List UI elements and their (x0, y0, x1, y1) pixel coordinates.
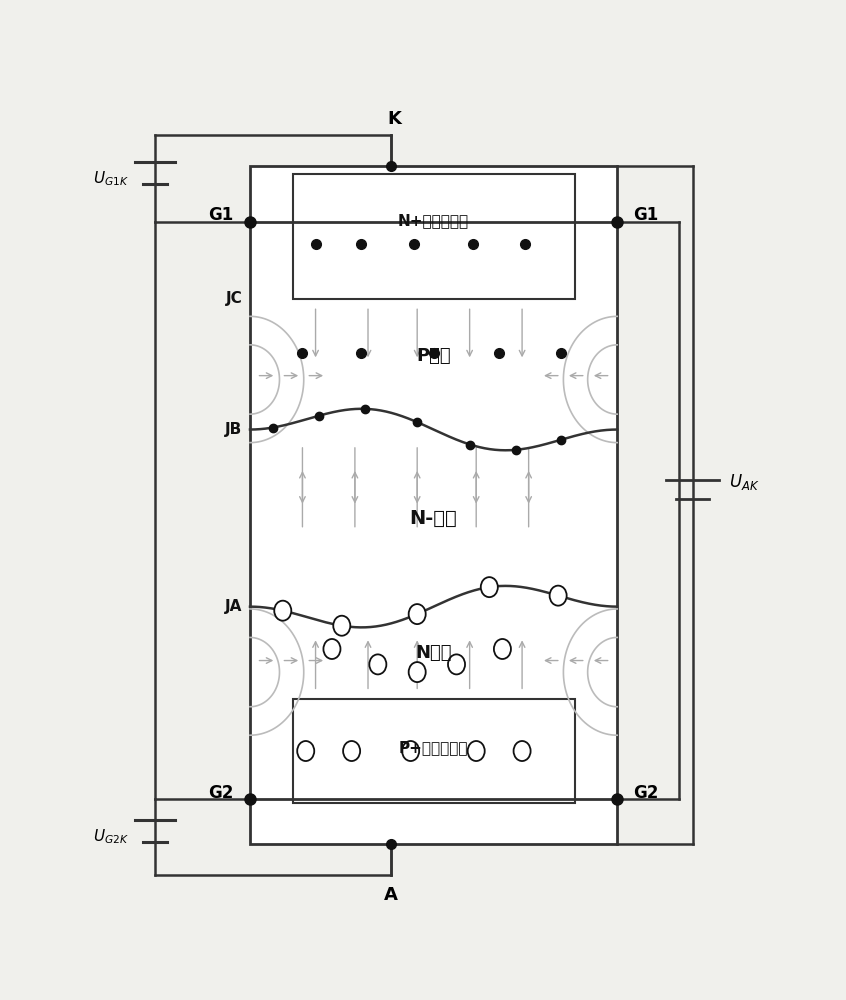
Circle shape (468, 741, 485, 761)
Circle shape (409, 604, 426, 624)
Text: $U_{G1K}$: $U_{G1K}$ (93, 169, 129, 188)
Circle shape (514, 741, 530, 761)
Text: JA: JA (225, 599, 242, 614)
Circle shape (409, 662, 426, 682)
Circle shape (481, 577, 497, 597)
Circle shape (550, 586, 567, 606)
Text: N基区: N基区 (415, 644, 452, 662)
Text: G2: G2 (208, 784, 233, 802)
Circle shape (402, 741, 419, 761)
Text: P+阳极发射区: P+阳极发射区 (398, 740, 469, 755)
Text: $U_{G2K}$: $U_{G2K}$ (93, 828, 129, 846)
Text: G1: G1 (208, 206, 233, 224)
Circle shape (494, 639, 511, 659)
Text: JB: JB (225, 422, 242, 437)
Text: G2: G2 (634, 784, 659, 802)
Text: A: A (384, 886, 398, 904)
Text: N+阴极发射区: N+阴极发射区 (398, 213, 470, 228)
Circle shape (370, 654, 387, 674)
Circle shape (297, 741, 314, 761)
Bar (250, 166, 618, 844)
Circle shape (274, 601, 291, 621)
Circle shape (343, 741, 360, 761)
Text: K: K (387, 110, 401, 128)
Bar (293, 699, 574, 803)
Circle shape (333, 616, 350, 636)
Text: JC: JC (225, 291, 242, 306)
Text: G1: G1 (634, 206, 659, 224)
Text: N-基区: N-基区 (409, 509, 458, 528)
Circle shape (323, 639, 340, 659)
Circle shape (448, 654, 465, 674)
Text: P基区: P基区 (416, 347, 451, 365)
Bar (293, 174, 574, 299)
Text: $U_{AK}$: $U_{AK}$ (728, 472, 759, 492)
